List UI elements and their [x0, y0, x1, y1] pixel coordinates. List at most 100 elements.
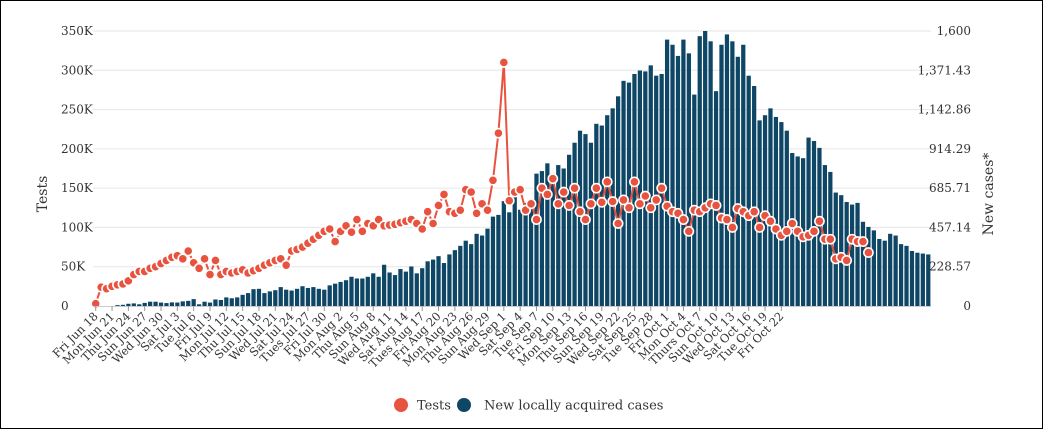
case-bar[interactable]: [768, 108, 773, 306]
case-bar[interactable]: [926, 254, 931, 306]
tests-point[interactable]: [612, 218, 624, 229]
case-bar[interactable]: [153, 301, 158, 306]
case-bar[interactable]: [354, 278, 360, 307]
case-bar[interactable]: [724, 34, 730, 306]
case-bar[interactable]: [343, 280, 349, 306]
case-bar[interactable]: [120, 304, 126, 306]
tests-point[interactable]: [324, 223, 336, 235]
case-bar[interactable]: [697, 36, 702, 306]
case-bar[interactable]: [637, 70, 642, 306]
case-bar[interactable]: [811, 141, 817, 306]
tests-point[interactable]: [645, 202, 657, 214]
case-bar[interactable]: [463, 240, 468, 306]
tests-point[interactable]: [492, 127, 504, 139]
case-bar[interactable]: [735, 56, 740, 306]
case-bar[interactable]: [191, 299, 196, 306]
case-bar[interactable]: [256, 288, 262, 306]
case-bar[interactable]: [196, 304, 202, 306]
tests-point[interactable]: [650, 194, 662, 206]
tests-point[interactable]: [678, 214, 689, 225]
case-bar[interactable]: [773, 116, 779, 306]
case-bar[interactable]: [615, 96, 621, 306]
case-bar[interactable]: [594, 123, 599, 306]
tests-point[interactable]: [580, 214, 591, 225]
case-bar[interactable]: [305, 287, 311, 306]
case-bar[interactable]: [877, 238, 882, 306]
tests-point[interactable]: [574, 206, 586, 218]
tests-point[interactable]: [786, 218, 798, 229]
case-bar[interactable]: [621, 80, 626, 306]
case-bar[interactable]: [507, 212, 512, 306]
case-bar[interactable]: [719, 44, 724, 306]
case-bar[interactable]: [626, 82, 632, 306]
case-bar[interactable]: [294, 288, 300, 306]
case-bar[interactable]: [893, 235, 898, 306]
tests-point[interactable]: [808, 225, 820, 237]
case-bar[interactable]: [839, 195, 844, 306]
case-bar[interactable]: [245, 293, 251, 306]
case-bar[interactable]: [784, 130, 789, 306]
case-bar[interactable]: [240, 294, 245, 306]
tests-point[interactable]: [607, 196, 619, 207]
tests-point[interactable]: [585, 198, 597, 210]
tests-point[interactable]: [514, 184, 526, 196]
case-bar[interactable]: [158, 302, 164, 306]
case-bar[interactable]: [131, 303, 136, 306]
case-bar[interactable]: [528, 206, 534, 306]
case-bar[interactable]: [512, 196, 517, 306]
tests-point[interactable]: [433, 200, 444, 211]
tests-point[interactable]: [623, 202, 635, 214]
tests-point[interactable]: [356, 225, 368, 237]
case-bar[interactable]: [871, 230, 876, 306]
case-bar[interactable]: [898, 244, 904, 306]
tests-point[interactable]: [748, 206, 760, 218]
tests-point[interactable]: [498, 57, 510, 68]
case-bar[interactable]: [392, 275, 398, 306]
case-bar[interactable]: [534, 173, 539, 306]
tests-point[interactable]: [601, 176, 613, 188]
case-bar[interactable]: [855, 202, 860, 306]
case-bar[interactable]: [447, 254, 452, 306]
case-bar[interactable]: [561, 168, 566, 307]
tests-point[interactable]: [634, 198, 646, 210]
tests-point[interactable]: [465, 186, 477, 198]
case-bar[interactable]: [643, 71, 648, 306]
case-bar[interactable]: [496, 214, 501, 306]
case-bar[interactable]: [730, 41, 735, 306]
case-bar[interactable]: [382, 264, 387, 306]
case-bar[interactable]: [708, 41, 713, 306]
case-bar[interactable]: [654, 75, 659, 306]
case-bar[interactable]: [338, 281, 343, 306]
case-bar[interactable]: [920, 253, 925, 306]
tests-point[interactable]: [482, 204, 493, 216]
case-bar[interactable]: [409, 266, 414, 306]
case-bar[interactable]: [180, 301, 185, 306]
tests-point[interactable]: [547, 173, 559, 185]
case-bar[interactable]: [860, 221, 866, 306]
tests-point[interactable]: [280, 259, 292, 271]
case-bar[interactable]: [479, 235, 485, 306]
case-bar[interactable]: [202, 301, 207, 306]
case-bar[interactable]: [539, 171, 545, 306]
case-bar[interactable]: [441, 263, 447, 306]
case-bar[interactable]: [567, 154, 572, 306]
case-bar[interactable]: [333, 283, 338, 306]
tests-point[interactable]: [552, 198, 564, 210]
case-bar[interactable]: [169, 302, 175, 306]
case-bar[interactable]: [387, 272, 392, 306]
case-bar[interactable]: [779, 122, 784, 306]
case-bar[interactable]: [371, 273, 376, 306]
case-bar[interactable]: [284, 289, 289, 306]
case-bar[interactable]: [349, 276, 354, 306]
tests-point[interactable]: [329, 236, 341, 247]
case-bar[interactable]: [267, 291, 272, 306]
case-bar[interactable]: [327, 285, 332, 306]
legend-item-tests[interactable]: Tests: [394, 398, 451, 414]
tests-point[interactable]: [629, 176, 640, 188]
case-bar[interactable]: [675, 55, 681, 306]
tests-point[interactable]: [210, 255, 221, 266]
case-bar[interactable]: [664, 39, 670, 306]
tests-point[interactable]: [596, 196, 608, 208]
case-bar[interactable]: [866, 226, 871, 306]
case-bar[interactable]: [262, 293, 267, 306]
